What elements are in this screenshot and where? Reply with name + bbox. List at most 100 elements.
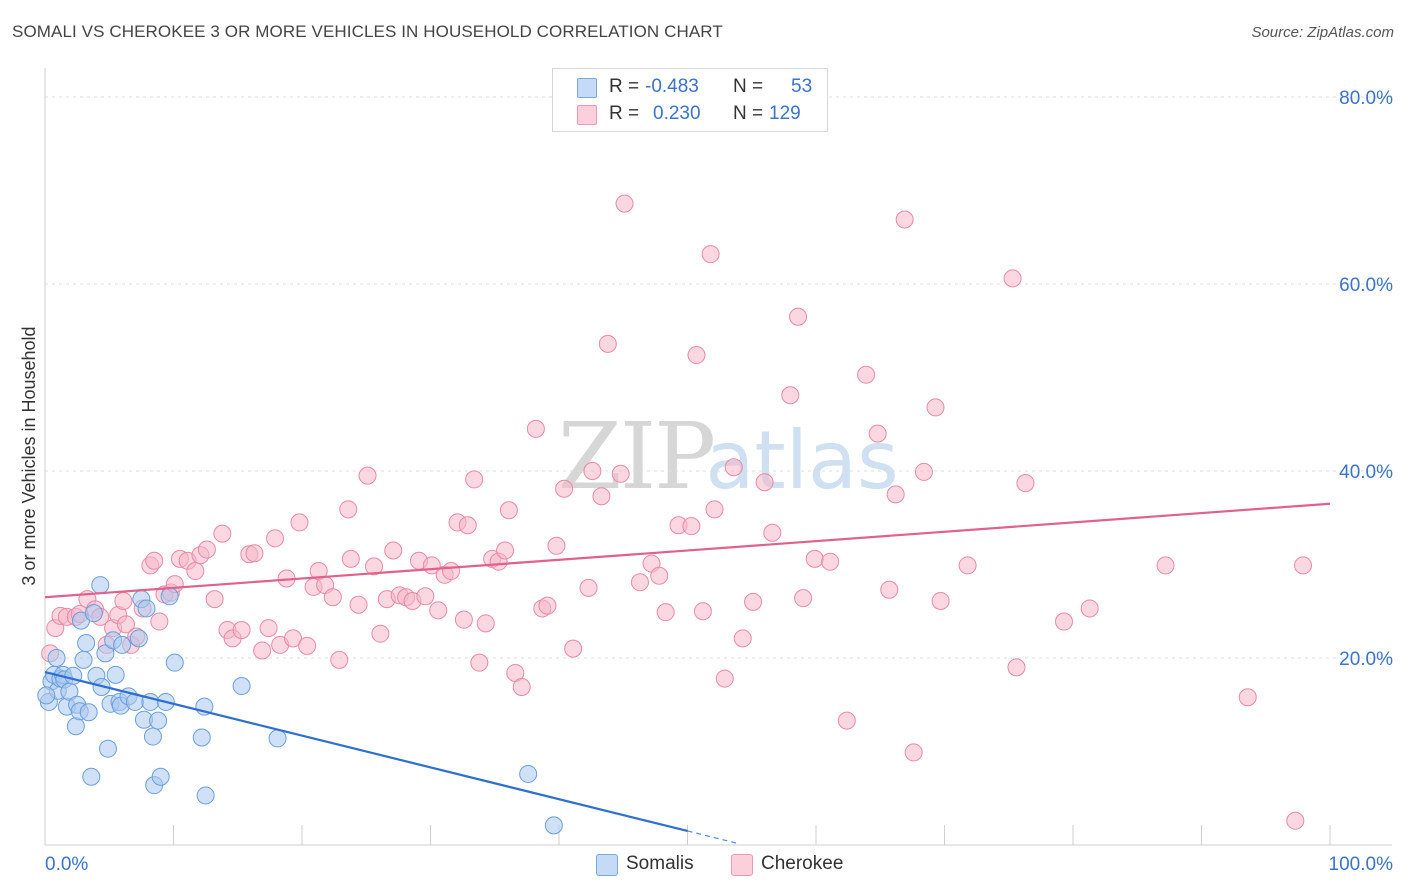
legend-swatch-somalis [577,78,597,98]
cherokee-point [454,610,473,629]
cherokee-point [744,592,763,611]
cherokee-point [197,540,216,559]
cherokee-point [470,653,489,672]
somalis-point [129,629,148,648]
cherokee-point [611,464,630,483]
somalis-trend-line [44,670,688,833]
y-tick-label: 80.0% [1339,88,1393,109]
cherokee-point [789,307,808,326]
cherokee-point [687,346,706,365]
cherokee-point [259,619,278,638]
cherokee-point [150,612,169,631]
cherokee-point [442,562,461,581]
bottom-legend-swatch-somalis [596,854,618,876]
somalis-point [519,764,538,783]
somalis-point [192,728,211,747]
somalis-point [84,604,103,623]
cherokee-point [650,566,669,585]
cherokee-point [429,601,448,620]
somalis-point [47,649,66,667]
chart-title: SOMALI VS CHEROKEE 3 OR MORE VEHICLES IN… [12,22,723,41]
cherokee-point [868,424,887,443]
cherokee-point [266,529,285,548]
correlation-legend: R = -0.483 N = 53 R = 0.230 N = 129 [552,68,828,132]
cherokee-point [880,580,899,599]
somalis-point [106,665,125,684]
cherokee-point [416,587,435,606]
somalis-point [232,677,251,696]
somalis-point [98,739,117,758]
cherokee-point [547,536,566,555]
cherokee-point [114,591,133,610]
cherokee-point [755,473,774,492]
cherokee-point [371,624,390,643]
cherokee-point [205,590,224,609]
cherokee-point [837,711,856,730]
cherokee-point [1007,658,1026,677]
y-tick-label: 60.0% [1339,275,1393,296]
cherokee-point [564,639,583,658]
somalis-point [151,767,170,786]
cherokee-point [290,513,309,532]
cherokee-point [615,194,634,213]
cherokee-point [339,500,358,519]
somalis-point [160,587,179,606]
legend-r-value: 0.230 [653,103,701,124]
cherokee-point [1156,556,1175,575]
cherokee-point [857,365,876,384]
legend-n-value: 53 [791,76,813,97]
somalis-point [165,653,184,672]
x-tick-label: 0.0% [45,854,88,875]
cherokee-point [579,578,598,597]
cherokee-point [538,596,557,615]
cherokee-point [323,588,342,607]
cherokee-point [499,501,518,520]
cherokee-point [458,516,477,535]
cherokee-point [1003,269,1022,288]
bottom-legend-swatch-cherokee [731,854,753,876]
cherokee-point [895,210,914,229]
cherokee-point [1286,811,1305,830]
cherokee-point [284,629,303,648]
somalis-point [77,634,96,653]
cherokee-point [693,602,712,621]
somalis-point [137,599,156,618]
cherokee-point [715,669,734,688]
cherokee-point [904,743,923,762]
cherokee-point [592,487,611,506]
cherokee-point [886,485,905,504]
legend-n-label: N = [733,103,764,124]
somalis-point [37,686,56,705]
cherokee-point [1238,688,1257,707]
cherokee-point [341,549,360,568]
somalis-point [82,767,101,786]
cherokee-point [526,419,545,438]
cherokee-point [1016,474,1035,493]
grid [45,96,1392,659]
cherokee-point [914,462,933,481]
somalis-point [268,729,287,748]
cherokee-point [781,386,800,405]
cherokee-point [1055,612,1074,631]
cherokee-point [330,650,349,669]
legend-r-label: R = [609,76,640,97]
legend-swatch-cherokee [577,105,597,125]
y-tick-label: 40.0% [1339,462,1393,483]
somalis-point [91,576,110,595]
cherokee-point [384,541,403,560]
cherokee-point [253,641,272,660]
legend-n-label: N = [733,76,764,97]
cherokee-point [701,245,720,264]
legend-r-label: R = [609,103,640,124]
bottom-legend-label-somalis: Somalis [626,853,694,874]
cherokee-point [763,523,782,542]
somalis-point [74,650,93,669]
source-label: Source: ZipAtlas.com [1251,24,1394,41]
cherokee-point [1294,556,1313,575]
legend-n-value: 129 [769,103,801,124]
cherokee-point [476,614,495,633]
somalis-trend-extension [687,830,740,845]
cherokee-point [630,573,649,592]
